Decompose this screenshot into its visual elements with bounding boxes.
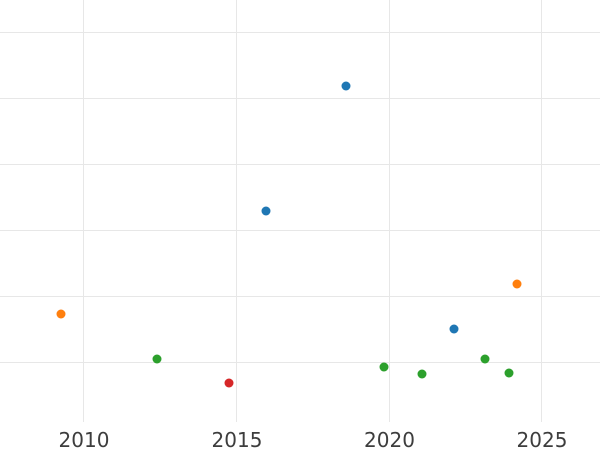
x-gridline [236,0,238,422]
y-gridline [0,295,600,297]
scatter-point-series-red [224,378,234,388]
scatter-point-series-blue [341,81,351,90]
scatter-point-series-green [152,354,162,364]
x-gridline [83,0,85,422]
y-gridline [0,164,600,166]
y-gridline [0,32,600,34]
x-tick-label: 2015 [211,428,263,450]
y-gridline [0,229,600,231]
scatter-point-series-blue [261,206,271,216]
scatter-point-series-green [480,354,490,364]
x-tick-label: 2025 [516,428,568,450]
scatter-point-series-green [504,368,514,378]
scatter-point-series-green [379,362,389,372]
x-tick-label: 2020 [364,428,415,450]
scatter-point-series-orange [512,279,522,289]
scatter-point-series-green [417,369,427,378]
y-gridline [0,98,600,100]
x-gridline [388,0,390,422]
x-tick-label: 2010 [58,428,110,450]
y-gridline [0,361,600,363]
scatter-point-series-blue [449,324,459,334]
x-gridline [541,0,543,422]
scatter-point-series-orange [56,309,66,319]
